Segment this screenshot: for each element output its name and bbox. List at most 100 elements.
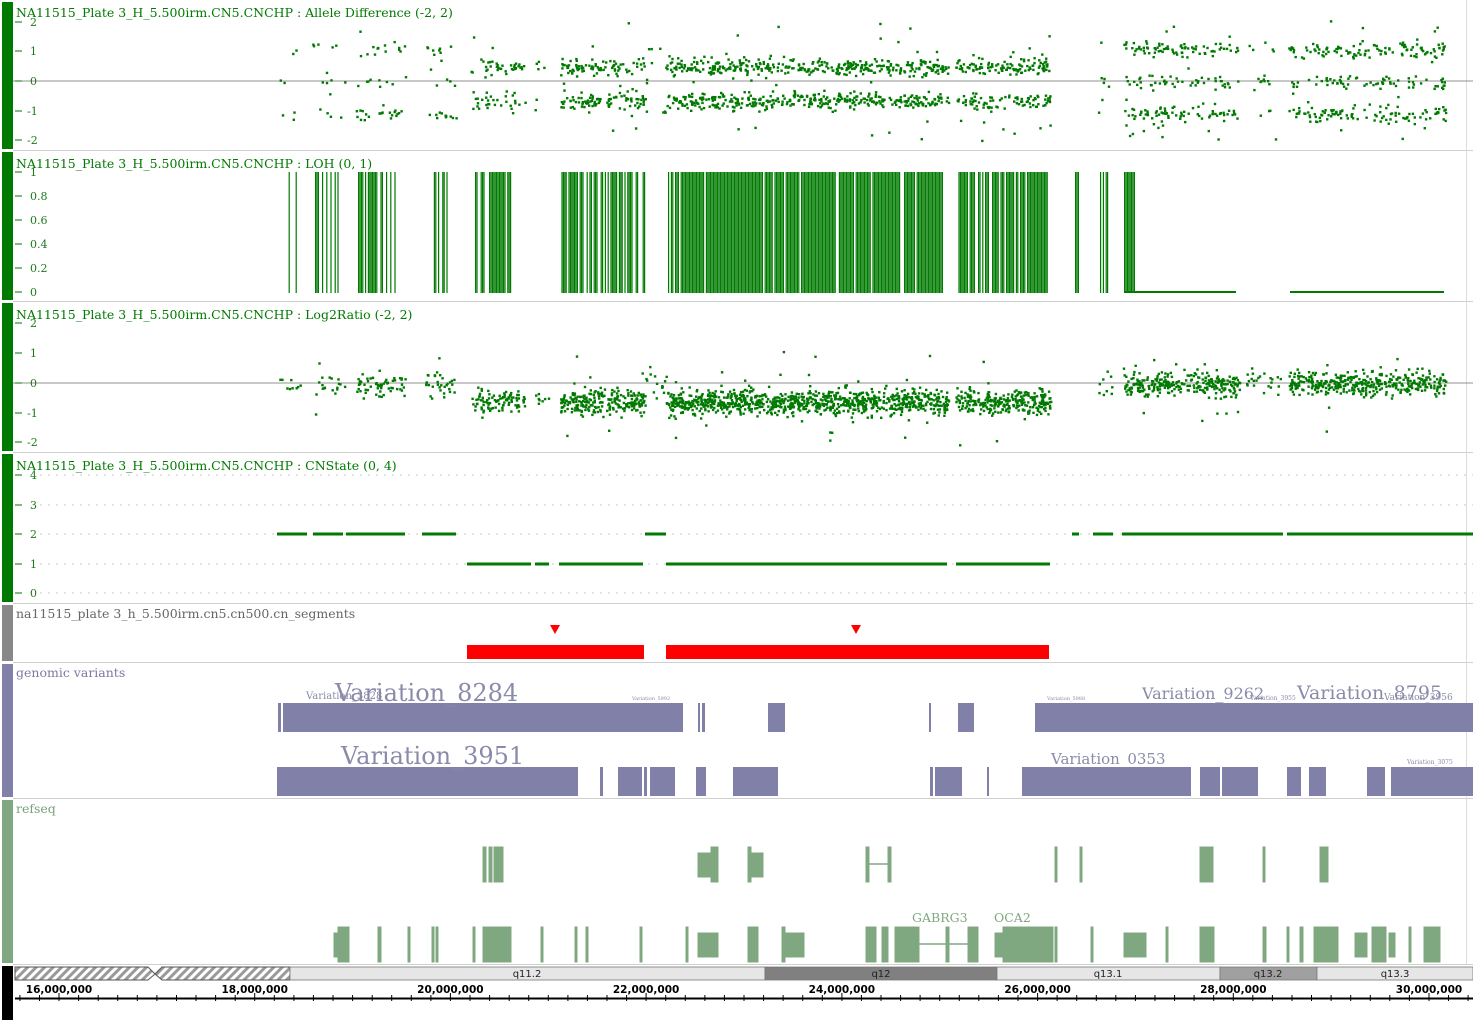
log2-point [575, 400, 578, 403]
variant-block[interactable] [1022, 767, 1191, 796]
gene-exon[interactable] [785, 932, 805, 958]
chromosome-ideogram[interactable]: q11.2 q12 q13.1 q13.2 q13.3 [14, 966, 1473, 981]
log2-point [1388, 385, 1392, 388]
log2-point [797, 393, 801, 396]
gene-exon[interactable] [894, 926, 920, 963]
gene-exon[interactable] [751, 852, 764, 878]
variant-block[interactable] [1035, 703, 1473, 732]
allele-point [509, 104, 512, 107]
allele-point [1048, 99, 1051, 102]
variant-block[interactable] [650, 767, 675, 796]
gene-exon[interactable] [1199, 846, 1214, 883]
allele-point [1166, 45, 1169, 48]
allele-point [486, 106, 489, 110]
log2-point [1377, 384, 1381, 388]
log2-point [599, 386, 602, 390]
log2-point [789, 404, 792, 407]
loh-bar [576, 172, 578, 293]
variant-block[interactable] [277, 767, 578, 796]
allele-point [1012, 67, 1015, 71]
allele-point [827, 67, 830, 70]
allele-point [732, 64, 735, 67]
track-strip-refseq[interactable] [2, 800, 13, 963]
track-strip-loh[interactable] [2, 152, 13, 300]
variant-block[interactable] [958, 703, 974, 732]
allele-point [1272, 50, 1275, 53]
tick-label: 1 [30, 45, 37, 58]
allele-point [958, 67, 962, 71]
cn-segment-loss-2[interactable] [666, 645, 1049, 659]
loh-bar [480, 172, 482, 293]
gene-exon[interactable] [1423, 926, 1441, 963]
track-strip-allele-difference[interactable] [2, 2, 13, 149]
allele-point [922, 95, 926, 99]
variant-block[interactable] [768, 703, 785, 732]
log2-point [755, 401, 758, 404]
allele-point [534, 109, 537, 112]
gene-exon[interactable] [710, 846, 719, 883]
track-strip-genomic-variants[interactable] [2, 664, 13, 797]
allele-point [1223, 83, 1226, 86]
allele-point [607, 104, 610, 107]
allele-point [818, 98, 821, 102]
gene-exon[interactable] [1313, 926, 1339, 963]
allele-point [1138, 77, 1141, 81]
log2-point [1344, 379, 1347, 382]
loh-bar [896, 172, 898, 293]
loh-bar [724, 172, 726, 293]
log2-point [998, 399, 1001, 402]
allele-point [1145, 40, 1148, 43]
log2-point [622, 407, 625, 410]
allele-point [1132, 41, 1136, 45]
allele-point [731, 105, 735, 109]
log2-point [744, 403, 747, 406]
log2-point [1391, 394, 1394, 397]
log2-point [1409, 393, 1412, 396]
variant-block[interactable] [1222, 767, 1258, 796]
allele-point [1367, 49, 1370, 52]
allele-point [777, 25, 780, 29]
log2-point [835, 407, 839, 410]
variant-block[interactable] [618, 767, 642, 796]
tick-label: 0 [30, 587, 37, 600]
track-strip-cnstate[interactable] [2, 454, 13, 602]
track-strip-cn-segments[interactable] [2, 605, 13, 661]
log2-point [676, 404, 679, 407]
loh-bar [498, 172, 500, 293]
allele-point [1048, 69, 1051, 73]
allele-point [1015, 102, 1019, 105]
gene-exon[interactable] [1123, 932, 1147, 958]
allele-point [1401, 54, 1404, 57]
log2-point [966, 395, 970, 399]
gene-exon[interactable] [337, 926, 350, 963]
variant-block[interactable] [935, 767, 962, 796]
log2-point [903, 389, 906, 392]
log2-point [861, 391, 865, 394]
gene-exon[interactable] [482, 926, 512, 963]
variant-block[interactable] [283, 703, 683, 732]
allele-point [869, 69, 872, 72]
track-strip-log2ratio[interactable] [2, 303, 13, 451]
allele-point [735, 97, 738, 101]
log2-point [720, 390, 723, 393]
variant-block[interactable] [1391, 767, 1473, 796]
gene-exon[interactable] [697, 932, 719, 958]
allele-point [1001, 69, 1004, 72]
log2-point [608, 405, 612, 408]
log2-point [782, 408, 786, 411]
log2-point [845, 400, 849, 403]
gene-exon[interactable] [1319, 846, 1329, 883]
cn-segment-loss-1[interactable] [467, 645, 644, 659]
allele-point [762, 95, 765, 99]
log2-point [510, 410, 513, 413]
allele-point [695, 68, 698, 71]
gene-exon[interactable] [493, 846, 504, 883]
allele-point [1154, 111, 1158, 114]
log2-point [878, 391, 881, 394]
variant-block[interactable] [733, 767, 778, 796]
gene-exon[interactable] [1002, 926, 1054, 963]
log2-point [1320, 379, 1323, 383]
log2-point [1177, 388, 1181, 391]
log2-point [1442, 391, 1445, 395]
